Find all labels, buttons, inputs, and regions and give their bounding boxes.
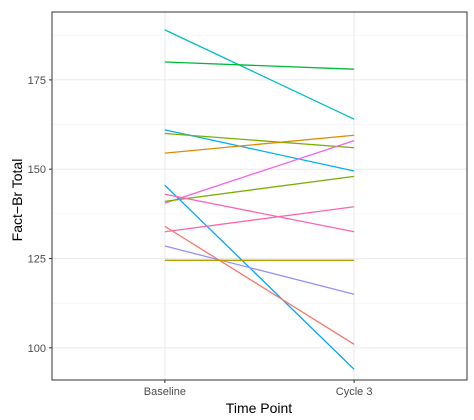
series-line (164, 61, 355, 70)
x-axis-title: Time Point (226, 400, 293, 416)
series-line (164, 193, 355, 233)
series-line (164, 175, 355, 203)
x-tick-label: Cycle 3 (336, 386, 373, 398)
series-line (164, 184, 355, 370)
series-line (164, 206, 355, 233)
series-line (164, 129, 355, 172)
y-tick-label: 100 (28, 343, 46, 355)
y-tick-label: 125 (28, 254, 46, 266)
series-line (164, 140, 355, 204)
series-line (164, 245, 355, 295)
series-line (164, 225, 355, 345)
y-axis: 100 125 150 175 (28, 75, 52, 355)
grid-lines (52, 12, 467, 380)
series-lines (164, 29, 355, 370)
y-tick-label: 150 (28, 164, 46, 176)
series-line (164, 29, 355, 120)
x-axis: Baseline Cycle 3 (144, 380, 373, 398)
x-tick-label: Baseline (144, 386, 186, 398)
y-axis-title: Fact−Br Total (9, 159, 25, 242)
series-line (164, 132, 355, 149)
y-tick-label: 175 (28, 75, 46, 87)
series-line (164, 134, 355, 154)
panel-border (51, 11, 468, 381)
